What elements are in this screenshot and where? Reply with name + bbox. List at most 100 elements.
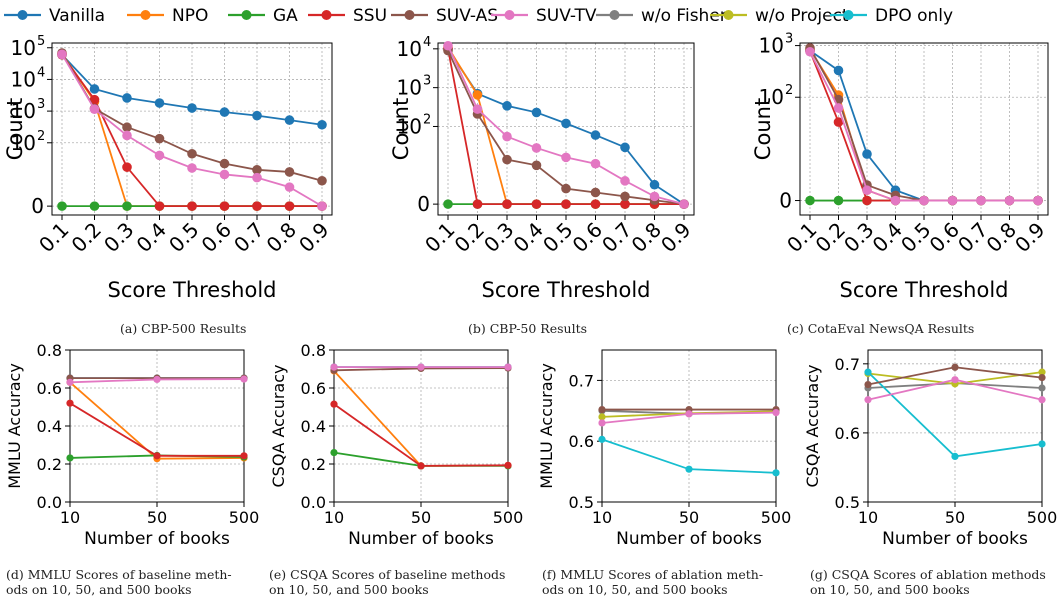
y-axis-label: Count <box>3 98 27 160</box>
caption-f-line2: ods on 10, 50, and 500 books <box>542 582 728 597</box>
data-point <box>598 413 606 421</box>
legend-marker <box>843 10 854 20</box>
y-tick-exponent: 3 <box>423 74 431 89</box>
x-axis-label: Number of books <box>84 529 230 549</box>
caption-a: (a) CBP-500 Results <box>120 321 247 336</box>
data-point <box>122 201 132 211</box>
data-point <box>685 465 693 473</box>
data-point <box>317 201 327 211</box>
y-tick-label: 10 <box>759 85 784 109</box>
y-tick-exponent: 2 <box>37 129 45 144</box>
y-tick-label: 10 <box>11 67 36 91</box>
data-point <box>89 104 100 114</box>
data-point <box>805 46 815 57</box>
x-tick-label: 500 <box>493 508 524 527</box>
x-tick-label: 50 <box>679 508 699 527</box>
caption-g-line1: (g) CSQA Scores of ablation methods <box>810 567 1046 582</box>
legend-marker <box>504 10 515 20</box>
grid <box>867 350 1043 503</box>
data-point <box>417 462 425 470</box>
series-vanilla <box>57 49 327 130</box>
data-point <box>590 187 601 198</box>
y-tick-label: 10 <box>11 36 36 60</box>
data-point <box>154 133 165 144</box>
data-point <box>649 179 660 190</box>
data-point <box>472 199 483 209</box>
x-axis-label: Score Threshold <box>840 278 1009 302</box>
data-point <box>502 101 512 111</box>
x-tick-label: 0.9 <box>294 218 333 257</box>
y-tick-label: 0.6 <box>835 424 860 443</box>
y-axis-label: Count <box>389 98 413 160</box>
data-point <box>833 195 844 206</box>
data-point <box>252 172 262 183</box>
chart-panel-g: 0.5 0.6 0.7 10 50 500 Number of books CSQA Accu… <box>803 349 1057 549</box>
data-point <box>219 107 230 117</box>
data-point <box>864 380 872 389</box>
data-point <box>919 195 929 206</box>
data-point <box>862 195 872 206</box>
data-point <box>187 103 197 113</box>
legend-item-ga: GA <box>228 6 298 26</box>
x-tick-label: 0.5 <box>164 218 203 257</box>
data-point <box>1038 440 1046 448</box>
data-point <box>66 454 74 462</box>
x-tick-label: 0.2 <box>67 218 106 257</box>
legend-item-w-o-project: w/o Project <box>710 6 849 26</box>
legend-item-ssu: SSU <box>308 6 387 26</box>
data-point <box>187 148 197 159</box>
y-tick-label: 10 <box>397 114 422 138</box>
y-tick-label: 0 <box>779 189 792 213</box>
y-tick-label: 0.6 <box>569 432 594 451</box>
y-tick-label: 0.7 <box>569 371 594 390</box>
y-axis-label: CSQA Accuracy <box>803 365 822 488</box>
data-point <box>1038 368 1046 376</box>
caption-d-line2: ods on 10, 50, and 500 books <box>6 582 192 597</box>
legend-item-dpo-only: DPO only <box>830 6 953 26</box>
data-point <box>890 195 901 206</box>
data-point <box>122 93 132 103</box>
data-point <box>598 405 606 414</box>
data-point <box>57 201 67 211</box>
data-point <box>833 117 844 127</box>
x-tick-label: 0.7 <box>229 218 268 257</box>
y-tick-label: 0.2 <box>301 455 326 474</box>
legend-label: NPO <box>172 6 208 26</box>
data-point <box>284 201 295 211</box>
data-point <box>317 119 327 130</box>
chart-legend: Vanilla NPO GA SSU SUV-AS SUV-TV w/o Fisher w/o… <box>4 6 953 26</box>
series-suv-tv <box>598 409 780 427</box>
y-tick-exponent: 2 <box>785 83 793 98</box>
data-point <box>284 167 295 177</box>
data-point <box>252 110 262 121</box>
data-point <box>89 94 100 105</box>
data-point <box>66 399 74 407</box>
y-axis-label: MMLU Accuracy <box>5 363 24 489</box>
data-point <box>252 165 262 175</box>
series-suv-tv <box>443 40 689 209</box>
y-tick-label: 0 <box>417 192 430 216</box>
legend-label: DPO only <box>875 6 953 26</box>
grid <box>333 349 509 503</box>
legend-label: SSU <box>353 6 387 26</box>
y-tick-label: 0.0 <box>37 493 62 512</box>
data-point <box>1038 396 1046 404</box>
y-tick-label: 10 <box>397 76 422 100</box>
legend-marker <box>17 10 28 20</box>
y-tick-label: 0.6 <box>301 379 326 398</box>
data-point <box>833 65 844 76</box>
chart-panel-d: 0.0 0.2 0.4 0.6 0.8 10 50 500 Number of books MML… <box>5 341 259 549</box>
data-point <box>187 201 197 211</box>
data-point <box>772 409 780 417</box>
grid <box>69 349 245 503</box>
legend-label: w/o Project <box>755 6 849 26</box>
data-point <box>1038 384 1046 392</box>
chart-panel-e: 0.0 0.2 0.4 0.6 0.8 10 50 500 Number of books CSQ… <box>269 341 523 549</box>
data-point <box>1004 195 1015 206</box>
series-suv-tv <box>864 376 1046 404</box>
series-line <box>809 51 1038 202</box>
caption-b: (b) CBP-50 Results <box>468 321 588 336</box>
data-point <box>219 169 230 180</box>
legend-marker <box>723 10 734 20</box>
